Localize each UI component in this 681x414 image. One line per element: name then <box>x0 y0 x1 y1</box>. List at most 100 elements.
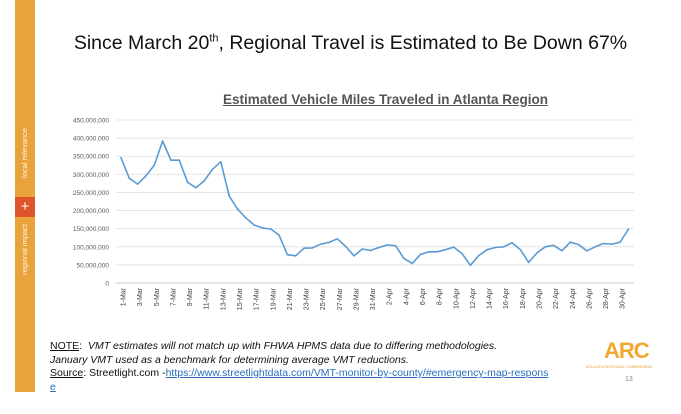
data-point <box>145 174 147 177</box>
data-point <box>286 253 289 256</box>
data-point <box>378 246 380 249</box>
source-text: : Streetlight.com - <box>83 367 166 379</box>
data-point <box>428 251 430 253</box>
data-point <box>519 248 522 251</box>
footnote: NOTE: VMT estimates will not match up wi… <box>50 340 549 393</box>
chart-title: Estimated Vehicle Miles Traveled in Atla… <box>222 92 549 107</box>
data-point <box>486 248 488 251</box>
y-tick-label: 300,000,000 <box>73 172 110 179</box>
data-point <box>294 255 297 257</box>
x-tick-label: 16-Apr <box>503 287 510 309</box>
x-tick-label: 20-Apr <box>537 287 544 309</box>
y-tick-label: 250,000,000 <box>73 190 110 197</box>
x-tick-label: 31-Mar <box>370 287 377 310</box>
x-tick-label: 11-Mar <box>204 287 211 309</box>
y-tick-label: 350,000,000 <box>73 154 110 161</box>
x-tick-label: 24-Apr <box>570 287 577 309</box>
data-point <box>611 243 613 246</box>
page-number: 13 <box>625 376 633 383</box>
x-tick-label: 27-Mar <box>337 287 344 310</box>
data-point <box>319 243 322 246</box>
data-point <box>544 245 547 248</box>
plus-icon: + <box>15 197 35 217</box>
sidebar-bar <box>15 0 35 392</box>
x-tick-label: 15-Mar <box>237 287 244 310</box>
x-tick-label: 19-Mar <box>270 287 277 310</box>
data-point <box>328 241 330 244</box>
data-point <box>236 208 239 210</box>
data-point <box>178 159 181 162</box>
data-point <box>253 224 255 226</box>
data-point <box>245 217 247 219</box>
arc-logo-subtitle: ATLANTA REGIONAL COMMISSION <box>586 364 653 369</box>
data-point <box>311 247 314 249</box>
data-point <box>120 156 122 159</box>
data-point <box>195 186 197 189</box>
data-point <box>627 228 630 230</box>
data-point <box>361 248 364 250</box>
y-tick-label: 0 <box>105 281 109 288</box>
data-point <box>261 227 264 229</box>
data-point <box>136 183 139 185</box>
x-tick-label: 2-Apr <box>387 287 394 305</box>
x-tick-label: 8-Apr <box>437 287 444 305</box>
data-point <box>527 261 530 264</box>
x-tick-label: 9-Mar <box>187 287 194 306</box>
data-point <box>469 264 472 267</box>
y-tick-label: 200,000,000 <box>73 208 110 215</box>
note-label: NOTE <box>50 340 80 352</box>
x-tick-label: 22-Apr <box>553 287 560 309</box>
data-point <box>153 164 156 167</box>
data-point <box>561 249 563 252</box>
x-tick-label: 21-Mar <box>287 287 294 310</box>
x-tick-label: 6-Apr <box>420 287 427 305</box>
x-tick-label: 4-Apr <box>403 287 410 305</box>
vmt-series-line <box>120 140 630 267</box>
data-point <box>344 245 347 248</box>
data-point <box>211 168 214 171</box>
x-tick-label: 28-Apr <box>603 287 610 309</box>
data-point <box>619 241 621 243</box>
data-point <box>602 242 605 245</box>
x-tick-label: 26-Apr <box>586 287 593 309</box>
data-point <box>477 254 480 257</box>
y-tick-label: 400,000,000 <box>73 136 110 143</box>
x-tick-label: 10-Apr <box>453 287 460 309</box>
data-point <box>494 246 497 249</box>
data-point <box>536 252 538 254</box>
data-point <box>128 177 131 180</box>
data-point <box>369 249 372 252</box>
data-point <box>444 248 447 251</box>
data-point <box>303 247 305 250</box>
source-link[interactable]: https://www.streetlightdata.com/VMT-moni… <box>50 367 549 393</box>
y-tick-label: 150,000,000 <box>73 226 110 233</box>
data-point <box>170 159 172 162</box>
data-point <box>278 234 280 236</box>
data-point <box>386 244 389 246</box>
data-point <box>220 160 222 163</box>
data-point <box>436 251 438 253</box>
data-point <box>586 249 588 252</box>
y-tick-label: 450,000,000 <box>73 118 110 125</box>
x-tick-label: 14-Apr <box>487 287 494 309</box>
arc-logo: ARC <box>604 338 650 363</box>
data-point <box>577 243 580 246</box>
note-line-1: VMT estimates will not match up with FHW… <box>87 340 498 352</box>
x-tick-label: 3-Mar <box>137 287 144 306</box>
data-point <box>336 238 339 240</box>
x-tick-label: 29-Mar <box>353 287 360 310</box>
y-tick-label: 100,000,000 <box>73 244 110 251</box>
data-point <box>502 245 505 248</box>
data-point <box>569 241 572 243</box>
data-point <box>411 262 414 265</box>
source-label: Source <box>50 367 84 379</box>
y-tick-label: 50,000,000 <box>76 262 109 269</box>
data-point <box>186 181 189 184</box>
x-tick-label: 5-Mar <box>154 287 161 306</box>
x-tick-label: 12-Apr <box>470 287 477 309</box>
note-line-2: January VMT used as a benchmark for dete… <box>50 353 409 366</box>
data-point <box>203 180 205 182</box>
x-tick-label: 1-Mar <box>121 287 128 306</box>
vmt-line-chart: 0 50,000,000 100,000,000 150,000,000 200,000… <box>73 118 634 310</box>
data-point <box>403 257 405 260</box>
